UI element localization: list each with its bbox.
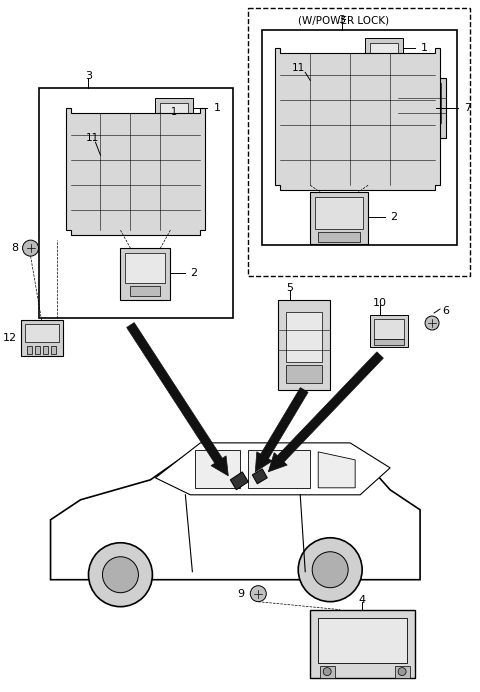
Text: 1: 1 — [213, 103, 220, 113]
Bar — [315, 197, 363, 229]
Polygon shape — [66, 109, 205, 235]
Polygon shape — [127, 322, 228, 476]
Circle shape — [298, 538, 362, 601]
Bar — [398, 78, 446, 138]
Bar — [248, 8, 470, 276]
Bar — [320, 666, 335, 677]
Bar — [370, 44, 398, 62]
Bar — [24, 324, 59, 342]
Text: 12: 12 — [2, 333, 17, 343]
Bar — [262, 30, 457, 245]
Bar — [318, 232, 360, 242]
Circle shape — [323, 668, 331, 675]
Polygon shape — [156, 443, 390, 495]
Polygon shape — [248, 450, 310, 488]
Text: 5: 5 — [286, 283, 293, 293]
Bar — [50, 346, 56, 354]
Text: 3: 3 — [339, 15, 346, 26]
Polygon shape — [230, 472, 248, 490]
Circle shape — [425, 316, 439, 330]
Bar — [365, 38, 403, 66]
Text: 10: 10 — [373, 298, 387, 308]
Text: 8: 8 — [12, 243, 19, 253]
Bar — [370, 315, 408, 347]
Bar — [43, 346, 48, 354]
Text: 4: 4 — [359, 594, 366, 605]
Bar — [38, 89, 233, 318]
Bar — [278, 300, 330, 390]
Text: 11: 11 — [292, 64, 305, 73]
Text: 1: 1 — [171, 107, 178, 118]
Circle shape — [23, 240, 38, 256]
Text: (W/POWER LOCK): (W/POWER LOCK) — [298, 15, 389, 26]
Bar — [403, 83, 441, 123]
Text: 2: 2 — [390, 212, 397, 222]
Text: 1: 1 — [421, 44, 428, 53]
Polygon shape — [195, 450, 240, 488]
Bar — [310, 610, 415, 677]
Bar — [408, 126, 436, 136]
Bar — [240, 530, 260, 544]
Polygon shape — [268, 352, 384, 472]
Bar — [26, 346, 32, 354]
Bar — [156, 98, 193, 126]
Bar — [286, 312, 322, 362]
Polygon shape — [318, 452, 355, 488]
Circle shape — [398, 668, 406, 675]
Bar — [318, 618, 407, 663]
Circle shape — [102, 557, 138, 592]
Text: 9: 9 — [237, 589, 244, 599]
Circle shape — [88, 543, 153, 607]
Bar — [310, 192, 368, 244]
Bar — [125, 253, 166, 283]
Bar — [160, 103, 188, 121]
Bar — [21, 320, 62, 356]
Text: 3: 3 — [85, 71, 92, 82]
Text: 11: 11 — [85, 134, 99, 143]
Bar — [131, 286, 160, 296]
Polygon shape — [50, 445, 420, 580]
Text: 6: 6 — [442, 306, 449, 316]
Circle shape — [250, 585, 266, 601]
Bar — [286, 365, 322, 383]
Bar — [35, 346, 39, 354]
Bar — [120, 248, 170, 300]
Text: 7: 7 — [464, 103, 471, 113]
Polygon shape — [275, 48, 440, 190]
Polygon shape — [255, 388, 308, 472]
Circle shape — [312, 552, 348, 588]
Bar — [374, 339, 404, 345]
Bar — [374, 319, 404, 339]
Bar — [395, 666, 410, 677]
Polygon shape — [252, 469, 267, 484]
Text: 2: 2 — [191, 268, 197, 278]
